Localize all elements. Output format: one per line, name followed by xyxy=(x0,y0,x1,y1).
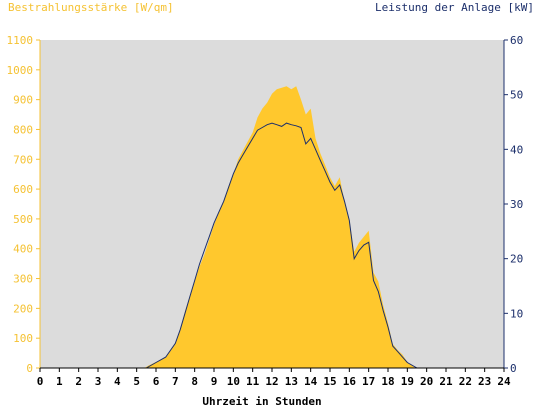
right-tick-label: 10 xyxy=(510,307,523,320)
x-tick-label: 3 xyxy=(95,375,102,388)
x-axis-title: Uhrzeit in Stunden xyxy=(202,395,321,408)
x-tick-label: 4 xyxy=(114,375,121,388)
right-tick-label: 20 xyxy=(510,253,523,266)
right-tick-label: 60 xyxy=(510,34,523,47)
left-axis-ticks: 0 100 200 300 400 500 600 700 800 900 1000 1100 xyxy=(7,34,40,375)
x-tick-label: 1 xyxy=(56,375,63,388)
left-axis-title: Bestrahlungsstärke [W/qm] xyxy=(8,1,174,14)
left-tick-label: 1100 xyxy=(7,34,34,47)
left-tick-label: 500 xyxy=(13,213,33,226)
left-tick-label: 600 xyxy=(13,183,33,196)
x-tick-label: 10 xyxy=(227,375,240,388)
right-tick-label: 50 xyxy=(510,89,523,102)
x-tick-label: 16 xyxy=(343,375,357,388)
right-tick-label: 30 xyxy=(510,198,523,211)
x-tick-label: 18 xyxy=(381,375,394,388)
x-tick-label: 20 xyxy=(420,375,433,388)
left-tick-label: 900 xyxy=(13,94,33,107)
x-tick-label: 21 xyxy=(439,375,453,388)
x-tick-label: 19 xyxy=(401,375,414,388)
x-tick-label: 17 xyxy=(362,375,375,388)
x-tick-label: 8 xyxy=(191,375,198,388)
left-tick-label: 300 xyxy=(13,273,33,286)
x-tick-label: 9 xyxy=(211,375,218,388)
right-tick-label: 0 xyxy=(510,362,517,375)
x-tick-label: 14 xyxy=(304,375,318,388)
x-tick-label: 2 xyxy=(75,375,82,388)
x-tick-label: 6 xyxy=(153,375,160,388)
left-tick-label: 700 xyxy=(13,153,33,166)
right-tick-label: 40 xyxy=(510,143,523,156)
left-tick-label: 200 xyxy=(13,302,33,315)
x-axis-ticks: 0 1 2 3 4 5 6 7 8 9 10 11 12 13 14 15 16 17 18 19 20 21 22 23 24 xyxy=(37,368,511,388)
x-tick-label: 15 xyxy=(323,375,336,388)
x-tick-label: 22 xyxy=(459,375,472,388)
x-tick-label: 13 xyxy=(285,375,298,388)
series-layer xyxy=(40,86,504,369)
left-tick-label: 0 xyxy=(26,362,33,375)
x-tick-label: 12 xyxy=(265,375,278,388)
left-tick-label: 100 xyxy=(13,332,33,345)
left-tick-label: 1000 xyxy=(7,64,34,77)
left-tick-label: 800 xyxy=(13,123,33,136)
right-axis-ticks: 0 10 20 30 40 50 60 xyxy=(504,34,523,375)
x-tick-label: 23 xyxy=(478,375,491,388)
irradiance-area xyxy=(40,86,504,368)
right-axis-title: Leistung der Anlage [kW] xyxy=(375,1,534,14)
x-tick-label: 5 xyxy=(133,375,140,388)
x-tick-label: 0 xyxy=(37,375,44,388)
x-tick-label: 24 xyxy=(497,375,511,388)
x-tick-label: 7 xyxy=(172,375,179,388)
x-tick-label: 11 xyxy=(246,375,260,388)
power-line xyxy=(40,122,504,369)
left-tick-label: 400 xyxy=(13,243,33,256)
